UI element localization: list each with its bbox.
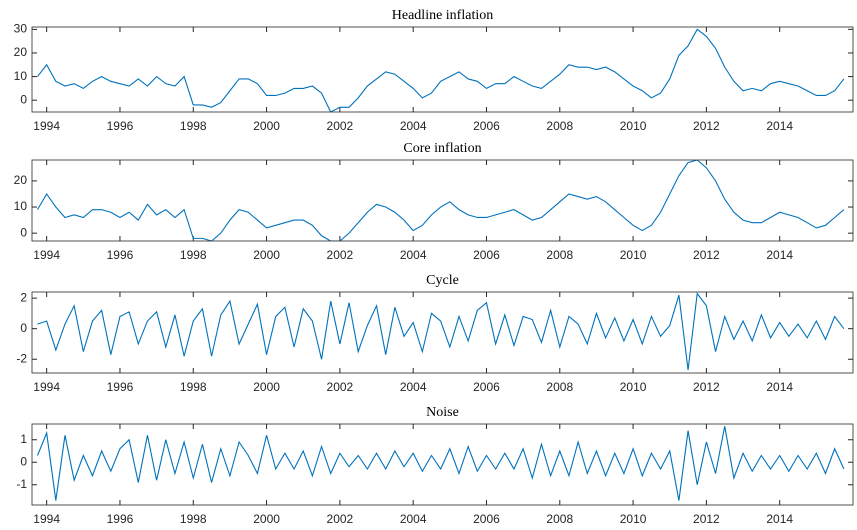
plot-area bbox=[37, 292, 845, 371]
x-tick-label: 2002 bbox=[327, 119, 354, 133]
y-tick-label: 10 bbox=[14, 69, 28, 83]
axes-box bbox=[31, 291, 854, 374]
axes-box bbox=[31, 423, 854, 506]
x-tick-label: 2006 bbox=[473, 380, 500, 394]
x-tick-label: 1996 bbox=[107, 380, 134, 394]
x-tick-label: 2010 bbox=[620, 512, 647, 526]
x-tick-label: 2010 bbox=[620, 248, 647, 262]
plot-area bbox=[36, 426, 845, 501]
x-tick-label: 2002 bbox=[327, 512, 354, 526]
data-line bbox=[37, 160, 845, 241]
x-tick-label: 2012 bbox=[693, 248, 720, 262]
plot-area bbox=[37, 28, 845, 112]
x-tick-label: 1998 bbox=[180, 512, 207, 526]
x-tick-label: 2014 bbox=[766, 248, 793, 262]
axes-box bbox=[31, 26, 854, 113]
y-tick-label: -2 bbox=[16, 351, 27, 365]
x-tick-label: 2004 bbox=[400, 512, 427, 526]
y-tick-label: 10 bbox=[14, 199, 28, 213]
x-tick-label: 1996 bbox=[107, 512, 134, 526]
x-tick-label: 2004 bbox=[400, 119, 427, 133]
x-tick-label: 2002 bbox=[327, 248, 354, 262]
y-tick-label: 0 bbox=[20, 225, 27, 239]
x-tick-label: 2014 bbox=[766, 380, 793, 394]
x-tick-label: 2008 bbox=[546, 248, 573, 262]
x-tick-label: 2006 bbox=[473, 512, 500, 526]
x-tick-label: 2012 bbox=[693, 119, 720, 133]
y-tick-label: 0 bbox=[20, 454, 27, 468]
x-tick-label: 2008 bbox=[546, 380, 573, 394]
x-tick-label: 1994 bbox=[33, 248, 60, 262]
x-tick-label: 1998 bbox=[180, 380, 207, 394]
x-tick-label: 2000 bbox=[253, 119, 280, 133]
panel-title: Headline inflation bbox=[392, 8, 493, 23]
x-tick-label: 2006 bbox=[473, 119, 500, 133]
x-tick-label: 1994 bbox=[33, 119, 60, 133]
panel-title: Core inflation bbox=[403, 141, 481, 156]
data-line bbox=[37, 292, 845, 371]
y-tick-label: -1 bbox=[16, 477, 27, 491]
x-tick-label: 2012 bbox=[693, 512, 720, 526]
x-tick-label: 2004 bbox=[400, 248, 427, 262]
plot-area bbox=[37, 160, 845, 241]
x-tick-label: 2002 bbox=[327, 380, 354, 394]
y-tick-label: 0 bbox=[20, 321, 27, 335]
x-tick-label: 1994 bbox=[33, 512, 60, 526]
x-tick-label: 1998 bbox=[180, 119, 207, 133]
x-tick-label: 2000 bbox=[253, 512, 280, 526]
x-tick-label: 2012 bbox=[693, 380, 720, 394]
y-tick-label: 20 bbox=[14, 173, 28, 187]
data-line bbox=[36, 426, 845, 501]
axes-box bbox=[31, 159, 854, 242]
panel-title: Noise bbox=[426, 405, 459, 420]
x-tick-label: 2010 bbox=[620, 119, 647, 133]
x-tick-label: 2008 bbox=[546, 119, 573, 133]
y-tick-label: 30 bbox=[14, 22, 28, 36]
y-tick-label: 0 bbox=[20, 92, 27, 106]
x-tick-label: 2006 bbox=[473, 248, 500, 262]
x-tick-label: 1994 bbox=[33, 380, 60, 394]
x-tick-label: 2000 bbox=[253, 380, 280, 394]
x-tick-label: 2014 bbox=[766, 119, 793, 133]
x-tick-label: 2004 bbox=[400, 380, 427, 394]
y-tick-label: 20 bbox=[14, 45, 28, 59]
data-line bbox=[37, 28, 845, 112]
x-tick-label: 2014 bbox=[766, 512, 793, 526]
x-tick-label: 1998 bbox=[180, 248, 207, 262]
x-tick-label: 2010 bbox=[620, 380, 647, 394]
y-tick-label: 1 bbox=[20, 432, 27, 446]
x-tick-label: 1996 bbox=[107, 119, 134, 133]
x-tick-label: 2008 bbox=[546, 512, 573, 526]
panel-title: Cycle bbox=[426, 273, 459, 288]
x-tick-label: 1996 bbox=[107, 248, 134, 262]
x-tick-label: 2000 bbox=[253, 248, 280, 262]
y-tick-label: 2 bbox=[20, 290, 27, 304]
